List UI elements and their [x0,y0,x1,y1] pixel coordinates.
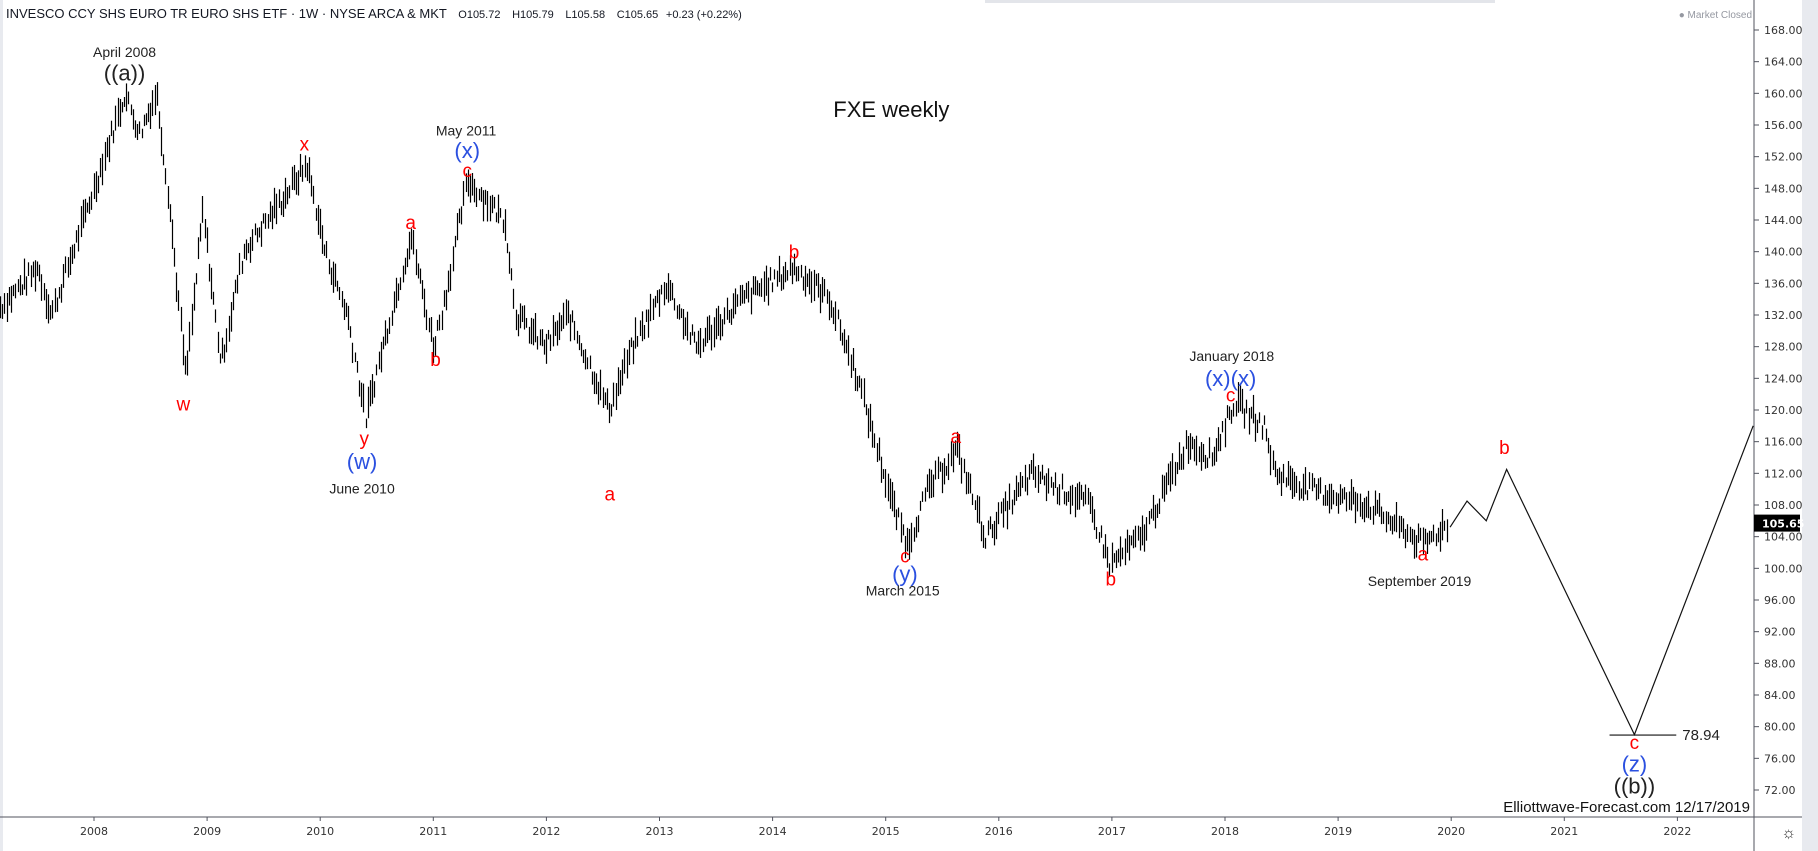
wave-label: June 2010 [329,480,395,496]
wave-label: b [430,350,441,371]
time-tick-label: 2016 [985,825,1013,838]
wave-label: (y) [892,562,918,587]
wave-label: b [1499,438,1510,459]
wave-label: b [789,242,800,263]
target-level-label: 78.94 [1682,727,1720,744]
wave-label: c [462,161,472,182]
ohlc-bars [0,82,1449,577]
wave-label: September 2019 [1368,573,1472,589]
time-tick-label: 2009 [193,825,221,838]
time-tick-label: 2008 [80,825,108,838]
price-tick-label: 92.00 [1764,626,1796,639]
price-tick-label: 88.00 [1764,657,1796,670]
time-tick-label: 2022 [1663,825,1691,838]
price-tick-label: 84.00 [1764,689,1796,702]
price-tick-label: 160.00 [1764,87,1803,100]
wave-label: (x)(x) [1205,366,1256,391]
price-tick-label: 148.00 [1764,182,1803,195]
wave-label: (w) [347,449,378,474]
price-tick-label: 152.00 [1764,151,1803,164]
projection-path [1449,425,1754,737]
wave-label: c [1630,733,1640,754]
last-price-label: 105.65 [1762,518,1804,531]
low-value: L105.58 [565,9,606,21]
wave-label: c [900,546,910,567]
price-tick-label: 140.00 [1764,246,1803,259]
time-tick-label: 2015 [872,825,900,838]
time-tick-label: 2014 [759,825,787,838]
market-status-text: Market Closed [1687,10,1752,21]
wave-label: ((b)) [1614,774,1656,799]
wave-label: w [175,394,190,415]
change-value: +0.23 (+0.22%) [665,9,742,21]
time-tick-label: 2017 [1098,825,1126,838]
right-scroll-edge [1802,0,1818,851]
left-border [0,0,3,851]
price-tick-label: 112.00 [1764,467,1803,480]
wave-label: a [951,427,962,448]
chart-title: FXE weekly [833,97,949,122]
price-tick-label: 136.00 [1764,277,1803,290]
price-tick-label: 144.00 [1764,214,1803,227]
time-tick-label: 2012 [532,825,560,838]
time-tick-label: 2018 [1211,825,1239,838]
price-tick-label: 104.00 [1764,531,1803,544]
price-tick-label: 100.00 [1764,562,1803,575]
price-tick-label: 168.00 [1764,24,1803,37]
watermark: Elliottwave-Forecast.com 12/17/2019 [1503,799,1750,816]
wave-label: y [360,429,370,450]
price-tick-label: 132.00 [1764,309,1803,322]
symbol-title[interactable]: INVESCO CCY SHS EURO TR EURO SHS ETF · 1… [6,6,447,21]
time-tick-label: 2010 [306,825,334,838]
wave-label: May 2011 [436,122,497,138]
wave-label: a [1418,545,1429,566]
price-tick-label: 108.00 [1764,499,1803,512]
price-tick-label: 96.00 [1764,594,1796,607]
close-value: C105.65 [616,9,659,21]
price-tick-label: 156.00 [1764,119,1803,132]
high-value: H105.79 [512,9,554,21]
price-tick-label: 80.00 [1764,721,1796,734]
price-tick-label: 72.00 [1764,784,1796,797]
wave-label: b [1105,569,1116,590]
top-toolbar-edge [985,0,1495,3]
wave-label: a [405,213,416,234]
time-tick-label: 2013 [646,825,674,838]
price-tick-label: 120.00 [1764,404,1803,417]
wave-label: January 2018 [1189,348,1274,364]
price-tick-label: 128.00 [1764,341,1803,354]
wave-label: March 2015 [866,582,940,598]
wave-label: a [604,485,615,506]
open-value: O105.72 [458,9,501,21]
wave-label: (x) [454,138,480,163]
time-tick-label: 2021 [1550,825,1578,838]
time-tick-label: 2019 [1324,825,1352,838]
price-tick-label: 124.00 [1764,372,1803,385]
time-tick-label: 2020 [1437,825,1465,838]
last-price-tag [1754,514,1800,532]
price-tick-label: 116.00 [1764,436,1803,449]
wave-label: c [1226,386,1236,407]
wave-label: x [300,135,310,156]
wave-label: April 2008 [93,44,156,60]
gear-icon[interactable]: ☼ [1781,825,1796,842]
price-tick-label: 76.00 [1764,752,1796,765]
wave-label: (z) [1622,752,1648,777]
symbol-header: INVESCO CCY SHS EURO TR EURO SHS ETF · 1… [6,6,742,21]
time-tick-label: 2011 [419,825,447,838]
market-status: ● Market Closed [1678,10,1752,21]
wave-label: ((a)) [104,60,146,85]
price-tick-label: 164.00 [1764,56,1803,69]
